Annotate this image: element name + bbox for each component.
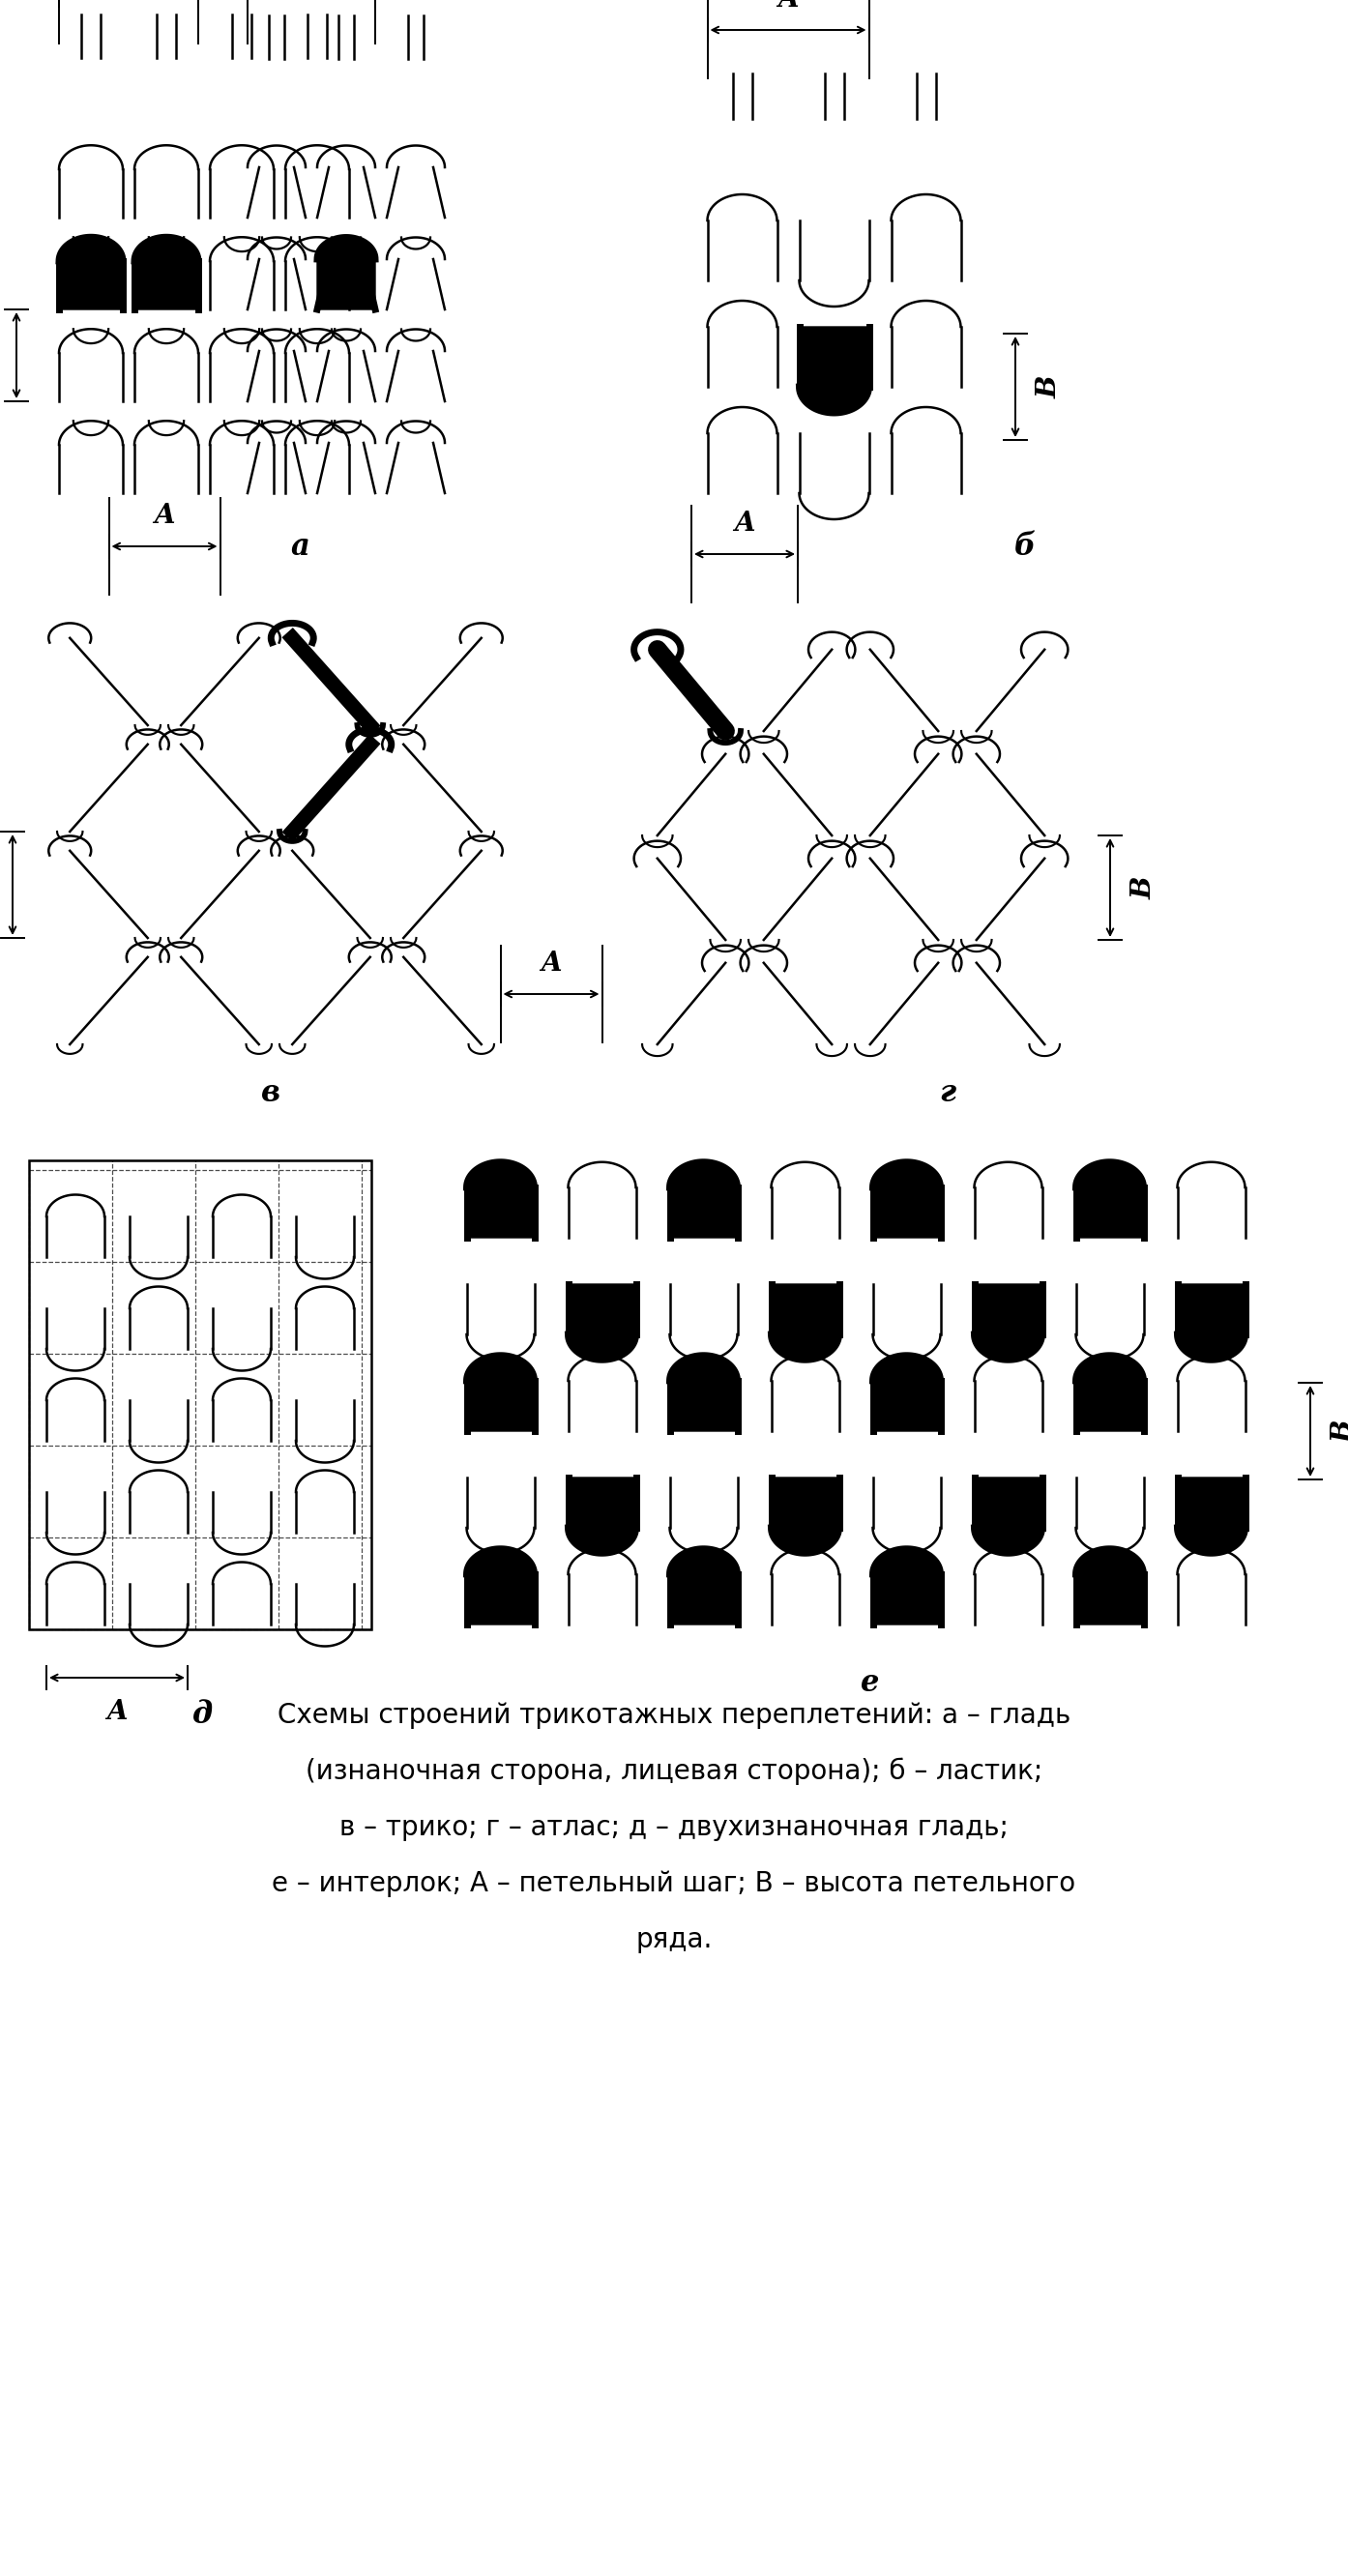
Text: б: б	[1015, 531, 1035, 562]
Text: г: г	[940, 1079, 956, 1108]
Text: в – трико; г – атлас; д – двухизнаночная гладь;: в – трико; г – атлас; д – двухизнаночная…	[340, 1814, 1008, 1842]
Text: ряда.: ряда.	[636, 1927, 712, 1953]
Polygon shape	[670, 1355, 737, 1432]
Polygon shape	[135, 237, 198, 309]
Text: Схемы строений трикотажных переплетений: а – гладь: Схемы строений трикотажных переплетений:…	[278, 1703, 1070, 1728]
Text: B: B	[1332, 1419, 1348, 1443]
Polygon shape	[670, 1162, 737, 1236]
Polygon shape	[872, 1355, 941, 1432]
Polygon shape	[466, 1548, 534, 1625]
Text: д: д	[193, 1700, 213, 1731]
Text: A: A	[735, 510, 755, 536]
Polygon shape	[975, 1479, 1042, 1553]
Text: в: в	[262, 1079, 280, 1108]
Text: A: A	[106, 1700, 128, 1726]
Polygon shape	[317, 237, 375, 309]
Polygon shape	[1076, 1355, 1143, 1432]
Text: A: A	[154, 502, 175, 528]
Polygon shape	[466, 1162, 534, 1236]
Polygon shape	[872, 1162, 941, 1236]
Polygon shape	[59, 237, 123, 309]
Polygon shape	[466, 1355, 534, 1432]
Text: е – интерлок; А – петельный шаг; В – высота петельного: е – интерлок; А – петельный шаг; В – выс…	[272, 1870, 1076, 1896]
Polygon shape	[872, 1548, 941, 1625]
Text: а: а	[290, 531, 309, 562]
Polygon shape	[568, 1479, 636, 1553]
Bar	[30, 1159, 371, 1631]
Polygon shape	[771, 1479, 838, 1553]
Polygon shape	[670, 1548, 737, 1625]
Text: B: B	[1131, 876, 1158, 899]
Polygon shape	[568, 1283, 636, 1360]
Polygon shape	[1076, 1162, 1143, 1236]
Polygon shape	[799, 327, 869, 412]
Polygon shape	[1177, 1283, 1246, 1360]
Text: е: е	[861, 1669, 880, 1698]
Polygon shape	[771, 1283, 838, 1360]
Polygon shape	[1177, 1479, 1246, 1553]
Text: B: B	[1037, 376, 1062, 399]
Text: A: A	[541, 951, 562, 976]
Text: (изнаночная сторона, лицевая сторона); б – ластик;: (изнаночная сторона, лицевая сторона); б…	[306, 1757, 1042, 1785]
Polygon shape	[975, 1283, 1042, 1360]
Text: A: A	[778, 0, 798, 13]
Polygon shape	[1076, 1548, 1143, 1625]
